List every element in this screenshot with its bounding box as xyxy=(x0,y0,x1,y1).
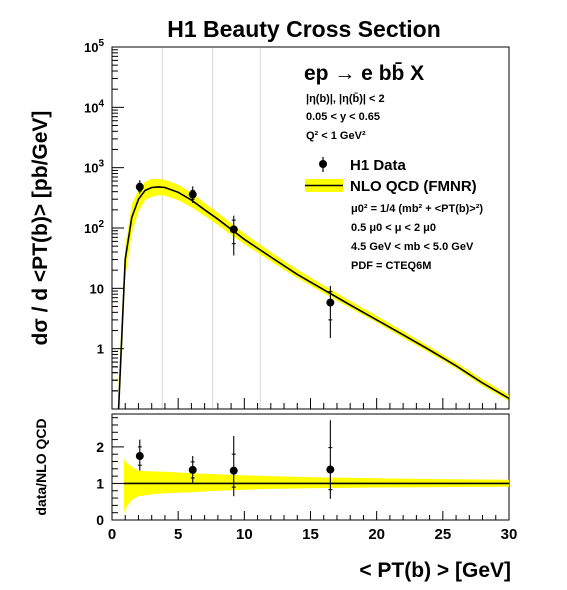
lower-ytick-label-0: 0 xyxy=(96,512,104,528)
lower-data-point-2 xyxy=(229,466,238,475)
upper-ytick-label-4: 104 xyxy=(84,98,104,115)
upper-data-point-2 xyxy=(229,225,238,234)
chart-title: H1 Beauty Cross Section xyxy=(167,16,441,42)
x-axis-title: < PT(b) > [GeV] xyxy=(359,559,511,582)
upper-nlo-central-line xyxy=(117,186,510,410)
upper-data-point-1 xyxy=(188,190,197,199)
cut-q2: Q² < 1 GeV² xyxy=(306,130,366,142)
upper-ytick-label-1: 10 xyxy=(90,281,104,296)
xtick-label-2: 10 xyxy=(236,526,253,543)
param-pdf: PDF = CTEQ6M xyxy=(351,260,431,272)
xtick-label-1: 5 xyxy=(174,526,182,543)
param-mb-range: 4.5 GeV < mb < 5.0 GeV xyxy=(351,241,474,253)
lower-plot-frame xyxy=(111,413,510,521)
lower-ytick-label-1: 1 xyxy=(96,475,104,491)
lower-y-axis-title: data/NLO QCD xyxy=(33,418,49,515)
cut-y: 0.05 < y < 0.65 xyxy=(306,111,380,123)
legend-entry-nlo: NLO QCD (FMNR) xyxy=(350,178,477,195)
upper-data-point-0 xyxy=(135,182,144,191)
upper-ytick-label-3: 103 xyxy=(84,159,104,176)
legend-entry-data: H1 Data xyxy=(350,157,407,174)
param-mu-range: 0.5 μ0 < μ < 2 μ0 xyxy=(351,222,436,234)
legend-data-marker xyxy=(319,160,327,168)
lower-data-point-0 xyxy=(135,452,144,461)
process-label: ep → e bb̄ X xyxy=(304,62,424,85)
param-mu0: μ0² = 1/4 (mb² + <PT(b)>²) xyxy=(351,203,483,215)
upper-y-axis-title: dσ / d <PT(b)> [pb/GeV] xyxy=(29,111,52,346)
lower-ytick-label-2: 2 xyxy=(96,439,104,455)
xtick-label-6: 30 xyxy=(501,526,518,543)
xtick-label-5: 25 xyxy=(434,526,451,543)
cut-eta: |η(b)|, |η(b̄)| < 2 xyxy=(306,93,385,105)
upper-ytick-label-5: 105 xyxy=(84,38,104,55)
upper-data-point-3 xyxy=(326,298,335,307)
upper-ytick-label-0: 1 xyxy=(97,342,104,357)
upper-ytick-label-2: 102 xyxy=(84,219,104,236)
xtick-label-4: 20 xyxy=(368,526,385,543)
lower-nlo-band xyxy=(123,457,510,515)
legend: H1 Data NLO QCD (FMNR) xyxy=(305,157,477,195)
lower-data-point-1 xyxy=(188,465,197,474)
xtick-label-3: 15 xyxy=(302,526,319,543)
lower-data-point-3 xyxy=(326,465,335,474)
xtick-label-0: 0 xyxy=(108,526,116,543)
